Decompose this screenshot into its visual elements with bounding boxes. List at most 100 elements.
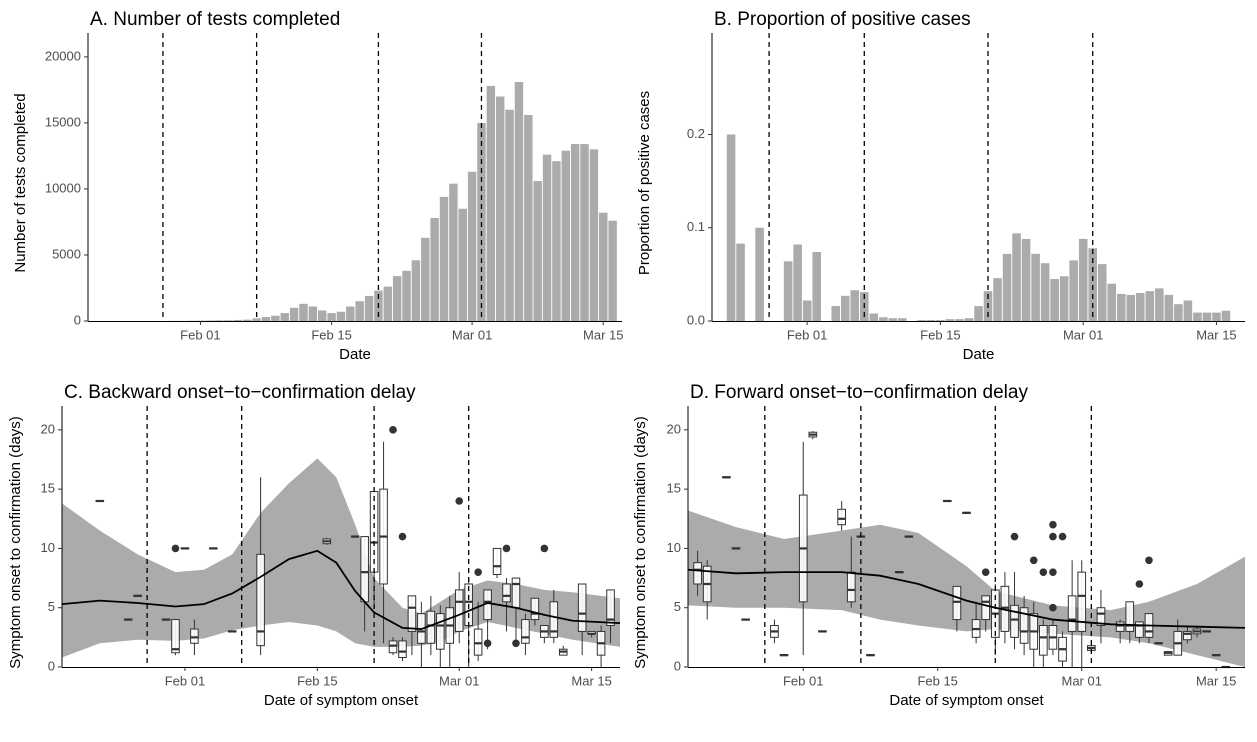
bar [599, 212, 608, 321]
x-tick-label: Mar 01 [439, 673, 479, 688]
box [521, 619, 530, 644]
bar [1136, 293, 1145, 321]
box [1125, 601, 1135, 632]
y-tick-label: 0 [74, 312, 81, 327]
panel-title: B. Proportion of positive cases [714, 9, 971, 30]
bar [233, 319, 243, 321]
box [502, 583, 511, 603]
bar [561, 150, 571, 321]
bar [1002, 253, 1012, 321]
bar [1193, 312, 1202, 321]
bar [974, 306, 983, 321]
y-tick-label: 20 [41, 421, 55, 436]
bar [1107, 283, 1117, 321]
bar [1021, 238, 1031, 321]
outlier [1049, 603, 1057, 612]
box [190, 628, 199, 644]
bar [505, 109, 514, 322]
y-tick-label: 5 [48, 599, 55, 614]
box [398, 640, 407, 659]
y-tick-label: 5000 [52, 246, 81, 261]
box [1096, 607, 1106, 627]
bar [993, 278, 1002, 321]
outlier [455, 497, 464, 505]
y-tick-label: 0.0 [687, 312, 705, 327]
bar [317, 310, 327, 321]
bar [224, 320, 233, 321]
bar [570, 144, 580, 321]
bar [336, 311, 346, 321]
bar [355, 301, 364, 321]
outlier [1029, 556, 1038, 565]
bar [1040, 263, 1050, 321]
bar [308, 306, 318, 321]
x-tick-label: Feb 15 [920, 327, 960, 342]
confidence-ribbon [688, 510, 1245, 667]
outlier [1135, 580, 1144, 588]
box [1010, 604, 1019, 638]
bar [542, 154, 552, 321]
bar [726, 134, 736, 321]
box [360, 536, 369, 603]
bar [783, 261, 793, 321]
bar [1145, 291, 1155, 321]
outlier [398, 532, 407, 541]
box [1135, 621, 1144, 638]
bar [1059, 276, 1069, 321]
box [171, 619, 180, 654]
x-tick-label: Mar 15 [583, 327, 623, 342]
y-tick-label: 0 [674, 658, 681, 673]
box [1077, 571, 1087, 632]
bar [898, 318, 907, 321]
outlier [540, 544, 549, 553]
bar [945, 319, 955, 321]
outlier [502, 544, 511, 553]
x-tick-label: Feb 01 [180, 327, 220, 342]
bar [964, 318, 974, 321]
bar [552, 161, 561, 321]
bar [524, 114, 533, 321]
bar [1221, 310, 1231, 321]
x-tick-label: Feb 01 [787, 327, 827, 342]
outlier [1010, 532, 1019, 541]
bar [955, 319, 964, 321]
x-tick-label: Feb 15 [297, 673, 337, 688]
bar [926, 320, 936, 321]
box [1183, 630, 1192, 641]
bar [327, 313, 336, 321]
box [577, 583, 587, 632]
y-tick-label: 20 [667, 421, 681, 436]
y-tick-label: 15 [667, 481, 681, 496]
smooth-line [61, 549, 621, 630]
bar [514, 81, 524, 321]
outlier [171, 544, 180, 553]
x-tick-label: Mar 15 [571, 673, 611, 688]
bar [289, 307, 299, 321]
bar [214, 320, 224, 321]
y-tick-label: 15000 [45, 114, 81, 129]
bar [421, 237, 430, 321]
bar [271, 315, 280, 321]
box [846, 571, 856, 603]
bar [1155, 288, 1164, 321]
x-tick-label: Mar 15 [1196, 673, 1236, 688]
bar [580, 144, 589, 321]
y-axis-title: Symptom onset to confirmation (days) [632, 416, 649, 669]
box [530, 597, 540, 621]
panel-title: C. Backward onset−to−confirmation delay [64, 382, 416, 403]
box [952, 585, 962, 621]
bar [449, 183, 458, 321]
bar [793, 244, 802, 321]
bar [346, 306, 355, 321]
box [1115, 621, 1125, 632]
x-tick-label: Mar 01 [1063, 327, 1103, 342]
smooth-line [687, 568, 1246, 629]
box [407, 595, 417, 632]
y-axis-title: Number of tests completed [12, 93, 29, 272]
box [511, 577, 521, 609]
y-tick-label: 5 [674, 599, 681, 614]
box [454, 589, 464, 632]
bar [486, 85, 496, 321]
bar [869, 313, 879, 321]
